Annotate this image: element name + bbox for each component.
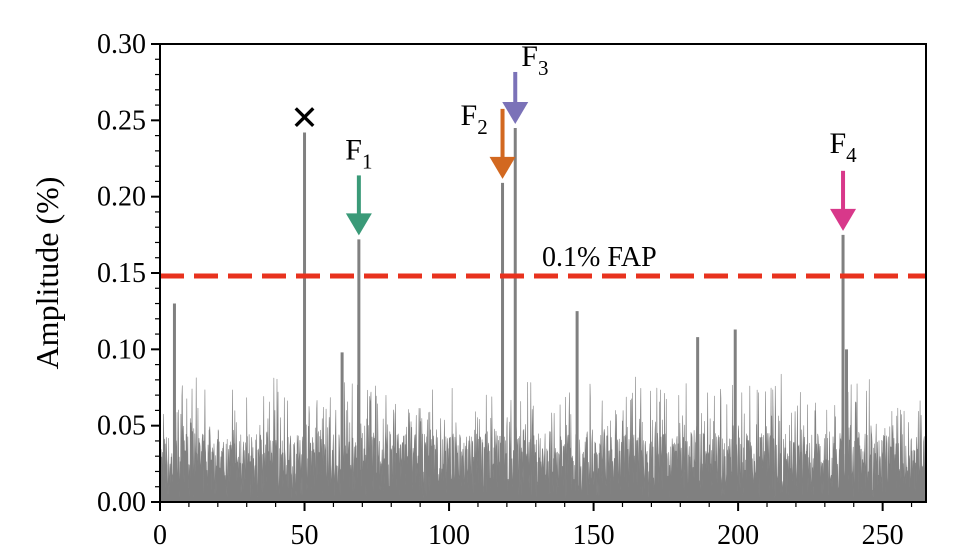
x-tick-label-4: 200 — [717, 520, 759, 551]
arrow-label-f3: F3 — [521, 40, 548, 80]
arrow-head-f4 — [830, 208, 857, 231]
arrow-head-f1 — [345, 213, 372, 236]
axes-layer: 0.00 0.05 0.10 0.15 0.20 0.25 0.30 0 50 100 150 200… — [29, 29, 927, 551]
x-tick-label-1: 50 — [291, 520, 319, 551]
marker-x-1: ✕ — [290, 98, 319, 138]
arrow-head-f2 — [489, 156, 516, 179]
y-tick-label-4: 0.20 — [97, 182, 146, 213]
x-tick-label-0: 0 — [153, 520, 167, 551]
arrow-head-f3 — [502, 101, 529, 124]
y-tick-label-5: 0.25 — [97, 105, 146, 136]
y-tick-label-0: 0.00 — [97, 487, 146, 518]
y-tick-label-1: 0.05 — [97, 411, 146, 442]
arrow-label-f1: F1 — [345, 133, 372, 173]
x-tick-label-5: 250 — [862, 520, 904, 551]
arrow-label-f2: F2 — [461, 99, 488, 139]
y-tick-label-2: 0.10 — [97, 334, 146, 365]
arrow-label-f4: F4 — [829, 127, 857, 167]
y-tick-label-3: 0.15 — [97, 258, 146, 289]
spectrum-layer — [159, 127, 927, 503]
x-tick-label-3: 150 — [573, 520, 615, 551]
threshold-layer: 0.1% FAP — [160, 242, 926, 279]
y-tick-label-6: 0.30 — [97, 29, 146, 60]
fap-threshold-label: 0.1% FAP — [542, 242, 657, 273]
annotation-layer: ✕ F1 F2 F3 F4 — [290, 40, 857, 236]
x-tick-label-2: 100 — [428, 520, 470, 551]
spectrum-noise-floor — [159, 373, 927, 503]
y-axis-label: Amplitude (%) — [29, 177, 65, 370]
